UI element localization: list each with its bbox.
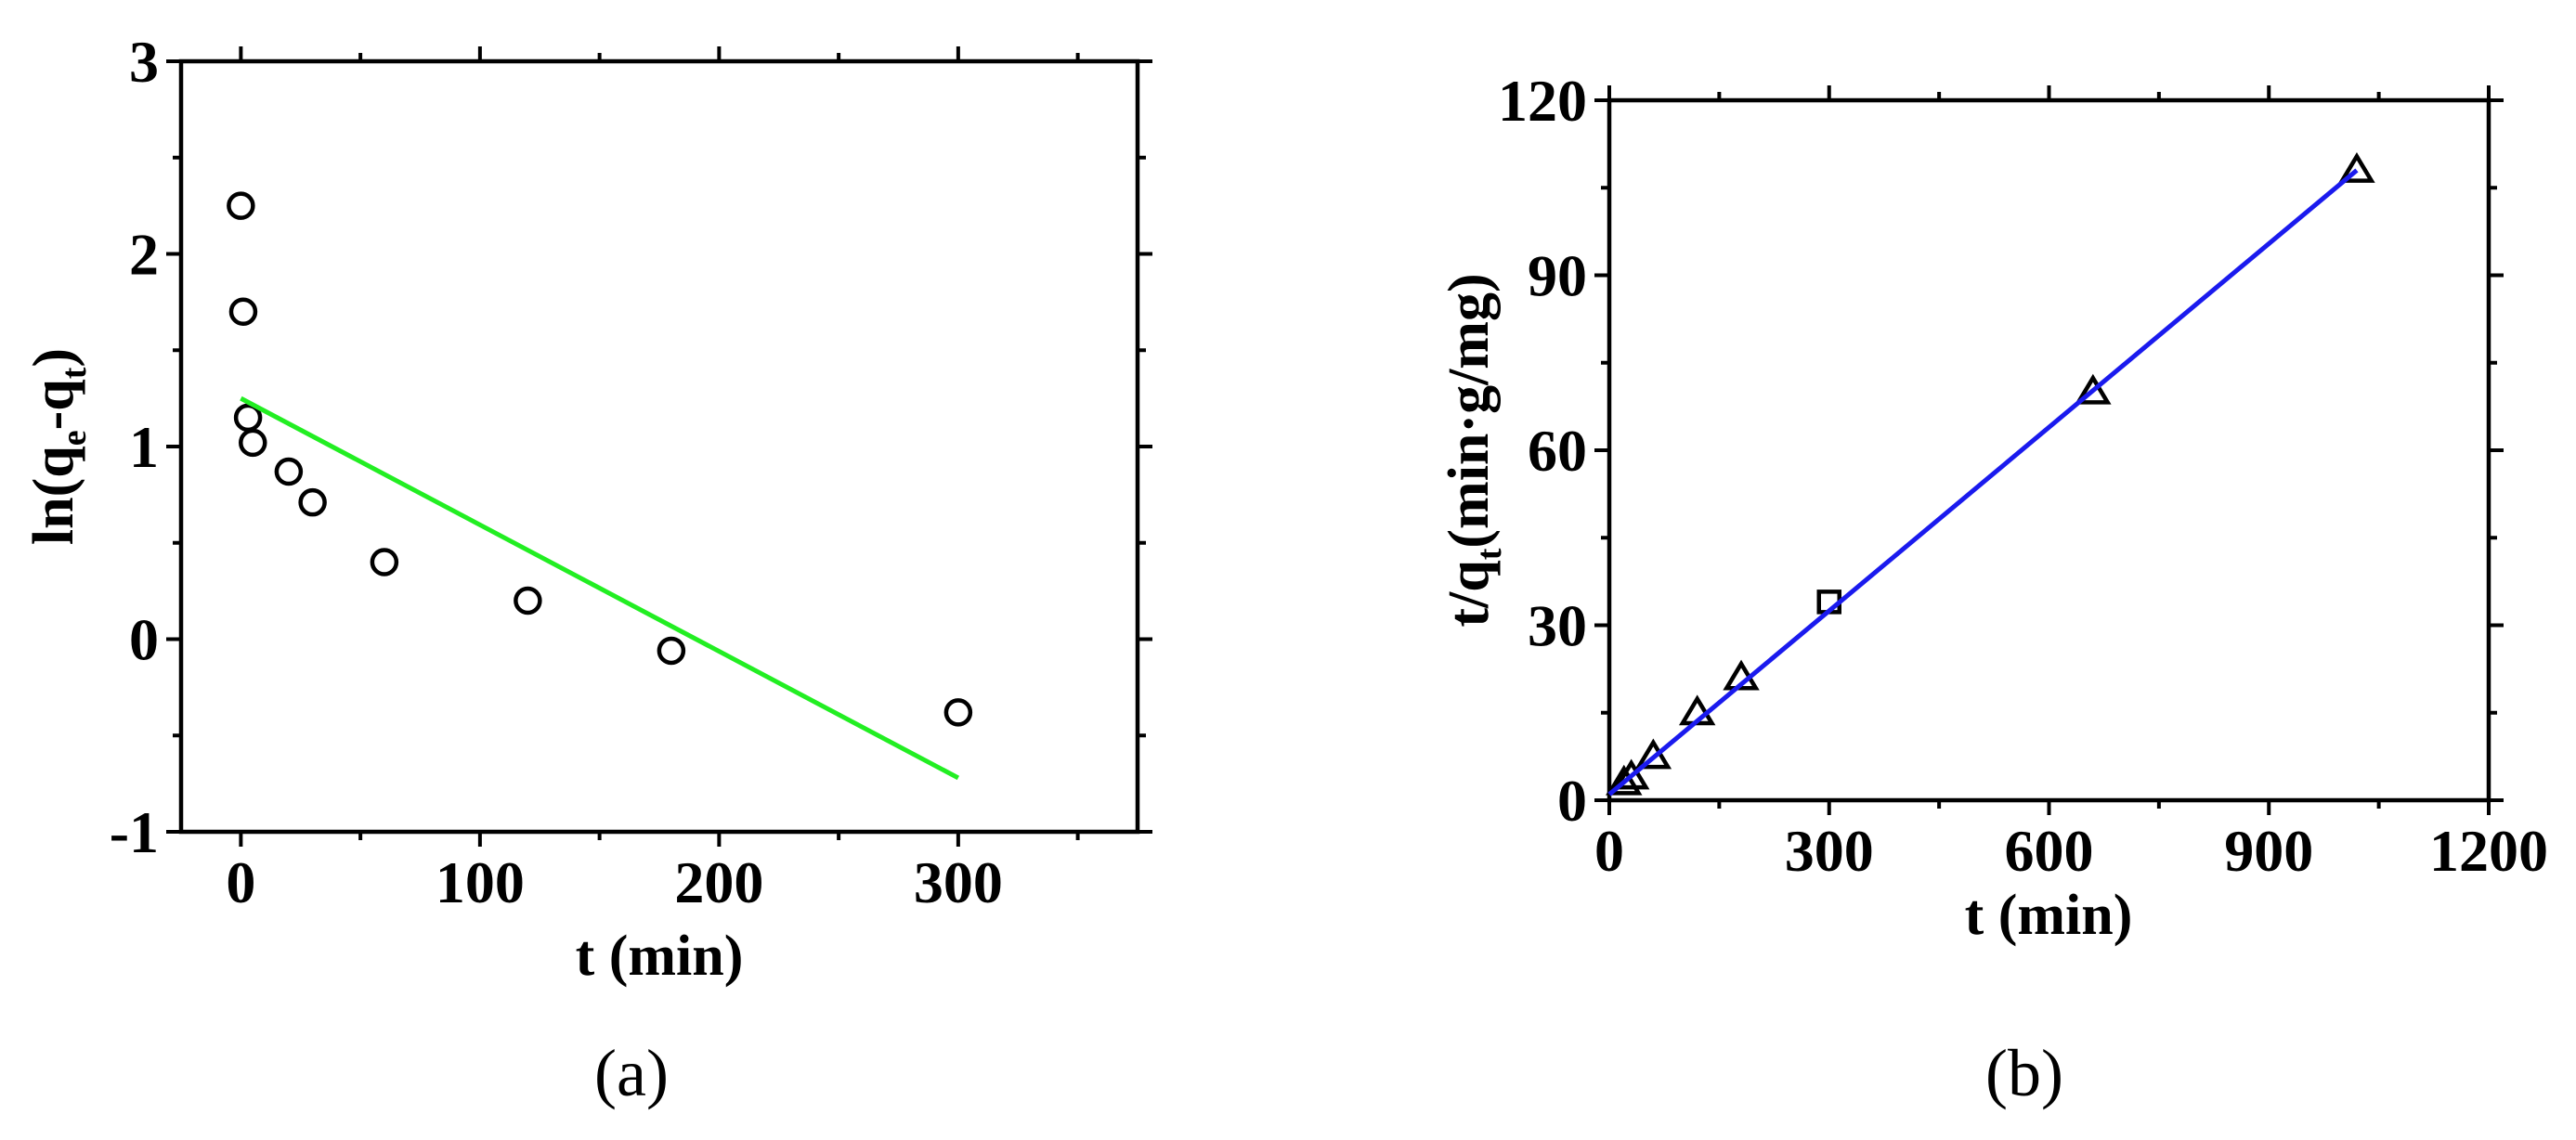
panel-b-triangle-point — [1634, 738, 1672, 770]
panel-a: 0 100 200 300 -1 0 1 2 3 t (min) ln(qe-qt) (a) — [22, 29, 1152, 1110]
panel-a-x-axis-label: t (min) — [576, 925, 744, 988]
panel-b-data-marks — [1606, 152, 2375, 797]
panel-b-x-tick-label: 1200 — [2429, 818, 2548, 884]
panel-a-y-tick-label: 2 — [129, 222, 159, 288]
panel-a-label: (a) — [594, 1036, 669, 1110]
panel-a-circle-point — [239, 428, 267, 458]
panel-b-fit-line — [1607, 168, 2359, 797]
panel-b-x-tick-label: 900 — [2224, 818, 2313, 884]
panel-b-x-tick-label: 600 — [2005, 818, 2094, 884]
panel-b-y-tick-label: 0 — [1557, 768, 1587, 834]
panel-b-y-tick-label: 30 — [1528, 593, 1587, 659]
panel-b-triangle-point — [2338, 152, 2375, 183]
panel-b-y-tick-label: 60 — [1528, 418, 1587, 484]
panel-a-y-tick-label: -1 — [110, 799, 159, 865]
panel-a-plot-frame — [178, 58, 1140, 835]
panel-a-y-tick-label: 3 — [129, 29, 159, 95]
panel-a-data-marks — [227, 191, 973, 781]
panel-b-triangle-point — [1612, 758, 1650, 790]
panel-a-x-tick-label: 200 — [674, 849, 763, 915]
panel-b-plot-frame — [1607, 97, 2491, 803]
panel-a-y-tick-label: 0 — [129, 607, 159, 673]
panel-a-circle-point — [657, 636, 686, 666]
panel-b-x-axis-label: t (min) — [1965, 884, 2133, 947]
panel-a-circle-point — [227, 191, 255, 220]
panel-b-y-tick-label: 90 — [1528, 243, 1587, 309]
panel-a-circle-point — [228, 297, 258, 326]
panel-b-x-tick-label: 300 — [1785, 818, 1874, 884]
panel-b-x-tick-label: 0 — [1594, 818, 1624, 884]
panel-a-y-tick-label: 1 — [129, 414, 159, 480]
panel-b-triangle-point — [2075, 373, 2112, 405]
panel-a-fit-line — [240, 395, 960, 781]
panel-b-label: (b) — [1985, 1036, 2063, 1110]
panel-a-circle-point — [274, 457, 304, 486]
panel-a-axis-ticks: 0 100 200 300 -1 0 1 2 3 — [110, 29, 1152, 915]
panel-a-circle-point — [298, 487, 327, 517]
panel-a-circle-point — [514, 586, 542, 615]
panel-b-triangle-point — [1606, 764, 1643, 796]
panel-a-circle-point — [943, 698, 973, 727]
panel-a-x-tick-label: 0 — [226, 849, 255, 915]
panel-a-x-tick-label: 100 — [436, 849, 525, 915]
panel-b-y-axis-label: t/qt(min·g/mg) — [1438, 273, 1509, 627]
panel-b-y-tick-label: 120 — [1498, 68, 1587, 134]
panel-a-y-axis-label: ln(qe-qt) — [22, 348, 94, 545]
panel-b: 0 300 600 900 1200 0 30 60 90 120 t (min) t/qt(mi… — [1438, 68, 2548, 1110]
panel-a-circle-point — [370, 548, 399, 576]
panel-a-x-tick-label: 300 — [914, 849, 1003, 915]
panel-b-axis-ticks: 0 300 600 900 1200 0 30 60 90 120 — [1498, 68, 2548, 884]
